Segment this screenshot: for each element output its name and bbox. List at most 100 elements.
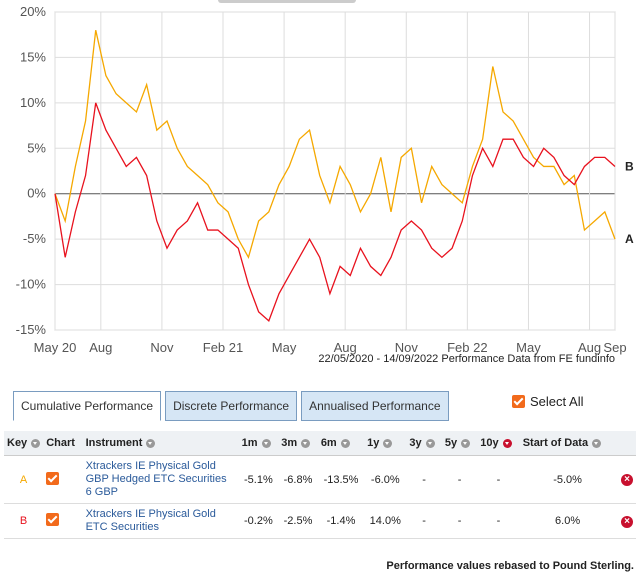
scrollbar	[218, 0, 356, 3]
column-header	[615, 431, 636, 456]
column-header: 6m	[317, 431, 365, 456]
header-label: Chart	[46, 437, 75, 449]
y-tick-label: 10%	[20, 95, 46, 110]
sort-icon[interactable]	[261, 438, 271, 448]
header-label: Instrument	[85, 437, 143, 449]
series-end-label: A	[625, 232, 634, 246]
header-label: 1y	[367, 437, 380, 449]
column-header: 3m	[278, 431, 318, 456]
value-cell: -	[477, 503, 520, 539]
column-header: 1y	[364, 431, 407, 456]
performance-table: Key Chart Instrument 1m 3m 6m 1y 3y 5y 10y Start o…	[4, 431, 636, 539]
key-cell: A	[4, 455, 44, 504]
series-line	[54, 30, 616, 260]
x-tick-label: Nov	[150, 340, 174, 355]
value-cell: -0.2%	[238, 503, 279, 539]
x-tick-label: Nov	[395, 340, 419, 355]
header-label: Key	[7, 437, 28, 449]
column-header: Key	[4, 431, 44, 456]
y-tick-label: 15%	[20, 49, 46, 64]
value-cell: -6.0%	[364, 455, 407, 504]
sort-icon[interactable]	[301, 438, 311, 448]
y-tick-label: 20%	[20, 4, 46, 19]
header-label: 1m	[241, 437, 258, 449]
series-end-label: B	[625, 159, 634, 173]
value-cell: -2.5%	[278, 503, 318, 539]
y-tick-label: -10%	[16, 277, 47, 292]
sort-icon[interactable]	[592, 438, 602, 448]
sort-icon[interactable]	[461, 438, 471, 448]
y-tick-label: -5%	[23, 231, 47, 246]
value-cell: -6.8%	[278, 455, 318, 504]
sort-icon[interactable]	[340, 438, 350, 448]
chart: 22/05/2020 - 14/09/2022 Performance Data…	[16, 4, 634, 365]
value-cell: 14.0%	[364, 503, 407, 539]
x-tick-label: May 20	[34, 340, 77, 355]
remove-button[interactable]	[621, 474, 633, 486]
instrument-cell: Xtrackers IE Physical Gold ETC Securitie…	[82, 503, 239, 539]
value-cell: -	[406, 455, 442, 504]
remove-button[interactable]	[621, 515, 633, 528]
value-cell: -5.1%	[238, 455, 279, 504]
value-cell: -	[441, 455, 478, 504]
column-header: Instrument	[82, 431, 239, 456]
header-label: Start of Data	[522, 437, 589, 449]
chart-toggle-cell	[43, 503, 83, 539]
value-cell: -	[406, 503, 442, 539]
sort-icon[interactable]	[425, 438, 435, 448]
sort-icon[interactable]	[383, 438, 393, 448]
column-header: 10y	[477, 431, 520, 456]
header-label: 6m	[320, 437, 337, 449]
table-row: A Xtrackers IE Physical Gold GBP Hedged E…	[4, 455, 636, 504]
x-tick-label: May	[272, 340, 297, 355]
y-tick-label: 0%	[27, 186, 46, 201]
value-cell: 6.0%	[519, 503, 616, 539]
column-header: 1m	[238, 431, 279, 456]
table-row: B Xtrackers IE Physical Gold ETC Securiti…	[4, 503, 636, 539]
select-all-label: Select All	[530, 394, 584, 409]
tab[interactable]: Cumulative Performance	[13, 391, 162, 421]
value-cell: -	[441, 503, 478, 539]
column-header: 3y	[406, 431, 442, 456]
column-header: Start of Data	[519, 431, 616, 456]
sort-icon[interactable]	[31, 438, 41, 448]
x-tick-label: Feb 22	[447, 340, 487, 355]
tab-bar: Cumulative Performance Discrete Performan…	[13, 391, 449, 421]
x-tick-label: Sep	[603, 340, 626, 355]
header-label: 10y	[480, 437, 499, 449]
x-tick-label: Aug	[334, 340, 357, 355]
x-tick-label: Feb 21	[203, 340, 243, 355]
sort-icon[interactable]	[146, 438, 156, 448]
column-header: 5y	[441, 431, 478, 456]
header-label: 3y	[409, 437, 422, 449]
checkbox[interactable]	[46, 471, 60, 485]
plot-area	[54, 11, 616, 331]
instrument-cell: Xtrackers IE Physical Gold GBP Hedged ET…	[82, 455, 239, 504]
sort-icon[interactable]	[502, 438, 512, 448]
checkbox[interactable]	[46, 513, 60, 526]
y-tick-label: 5%	[27, 140, 46, 155]
value-cell: -5.0%	[519, 455, 616, 504]
x-tick-label: May	[516, 340, 541, 355]
column-header: Chart	[43, 431, 83, 456]
footnote: Performance values rebased to Pound Ster…	[386, 560, 634, 572]
checkbox[interactable]	[512, 395, 525, 408]
header-row: Key Chart Instrument 1m 3m 6m 1y 3y 5y 10y Start o…	[4, 431, 636, 456]
value-cell: -13.5%	[317, 455, 365, 504]
key-cell: B	[4, 503, 44, 539]
tab[interactable]: Discrete Performance	[165, 391, 298, 421]
tab[interactable]: Annualised Performance	[301, 391, 449, 421]
chart-toggle-cell	[43, 455, 83, 504]
value-cell: -	[477, 455, 520, 504]
series-line	[54, 102, 616, 323]
remove-cell	[615, 503, 636, 539]
caption: 22/05/2020 - 14/09/2022 Performance Data…	[318, 353, 615, 365]
value-cell: -1.4%	[317, 503, 365, 539]
header-label: 3m	[281, 437, 298, 449]
select-all[interactable]: Select All	[512, 394, 583, 409]
x-tick-label: Aug	[578, 340, 601, 355]
y-tick-label: -15%	[16, 322, 47, 337]
x-tick-label: Aug	[89, 340, 112, 355]
